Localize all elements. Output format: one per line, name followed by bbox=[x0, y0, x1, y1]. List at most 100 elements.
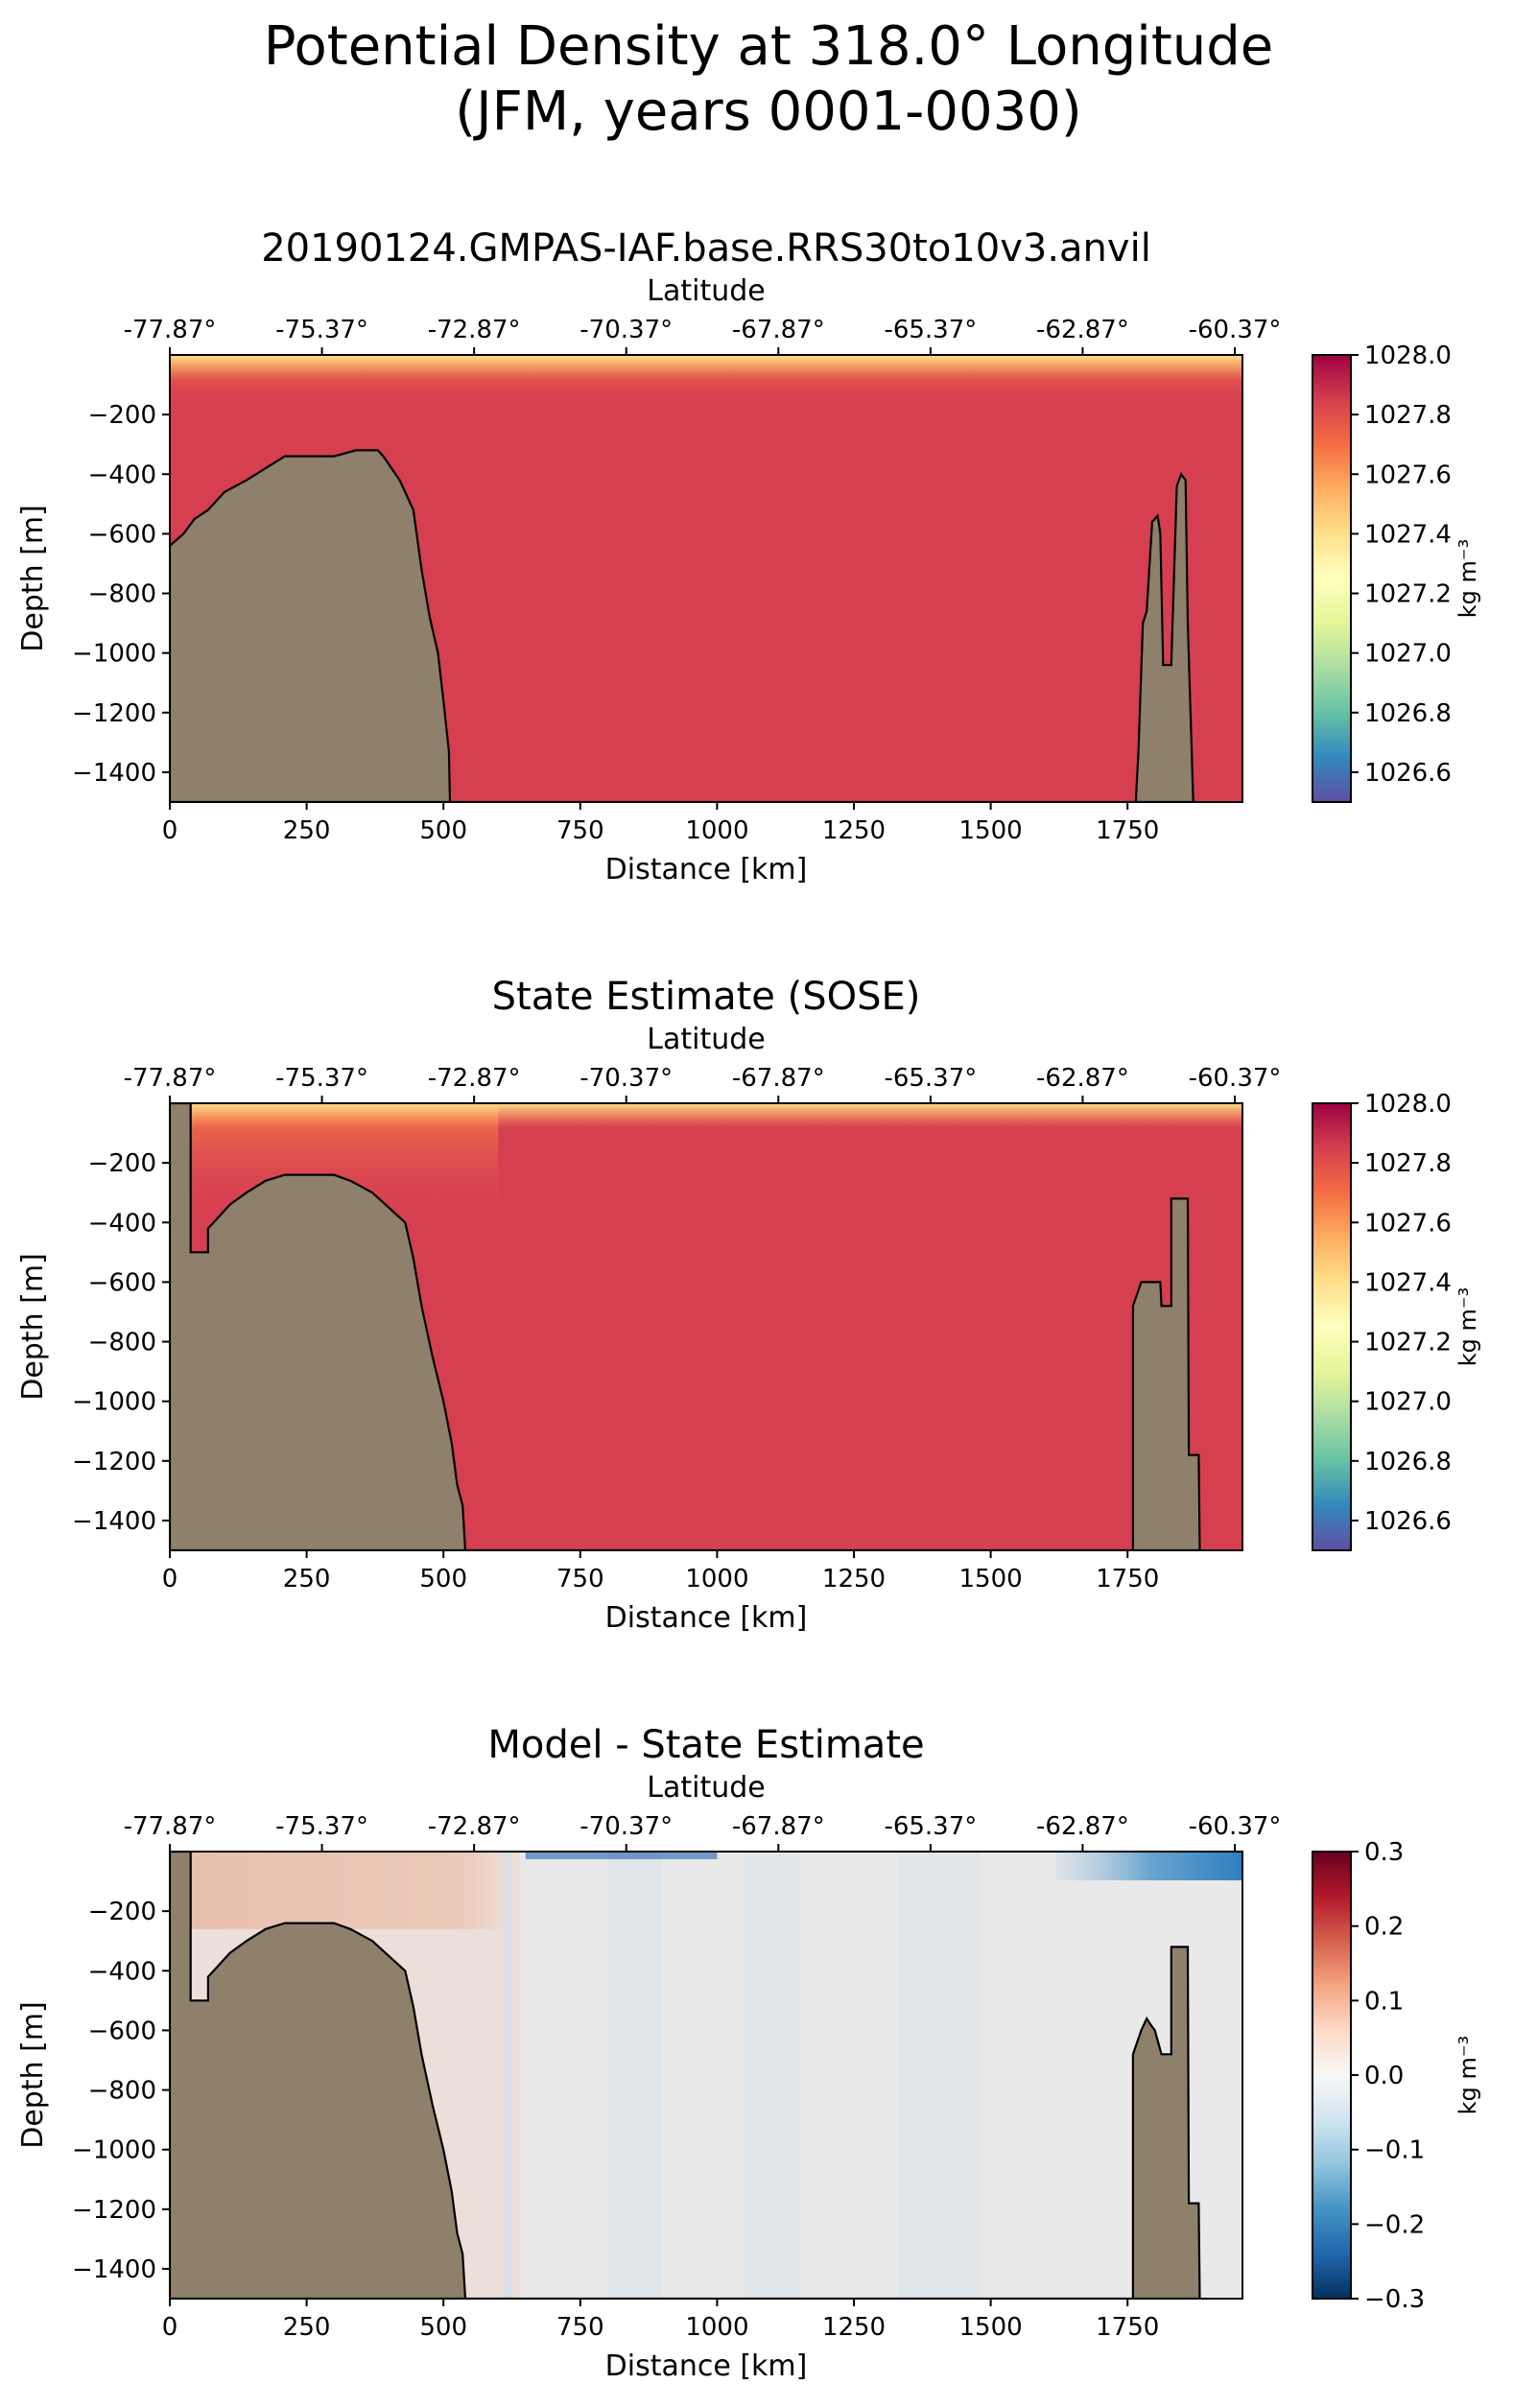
y-tick-label: −200 bbox=[88, 1149, 156, 1178]
y-tick-label: −1000 bbox=[72, 1388, 156, 1417]
top-tick-label: -70.37° bbox=[579, 1812, 673, 1841]
y-tick-label: −600 bbox=[88, 1268, 156, 1297]
top-tick-label: -60.37° bbox=[1189, 1812, 1282, 1841]
top-axis-label: Latitude bbox=[647, 1771, 765, 1805]
y-tick-label: −800 bbox=[88, 2077, 156, 2106]
colorbar-label: kg m⁻³ bbox=[1454, 2036, 1481, 2114]
top-tick-label: -70.37° bbox=[579, 316, 673, 344]
field-band-0 bbox=[607, 1852, 663, 2299]
colorbar-tick-label: 1026.6 bbox=[1364, 1507, 1452, 1536]
bathymetry-1 bbox=[170, 1103, 1201, 1550]
x-tick-label: 0 bbox=[162, 1565, 178, 1594]
x-tick-label: 500 bbox=[419, 816, 467, 845]
y-tick-label: −1200 bbox=[72, 2196, 156, 2225]
x-tick-label: 1250 bbox=[822, 2313, 886, 2342]
top-tick-label: -62.87° bbox=[1036, 316, 1129, 344]
x-tick-label: 0 bbox=[162, 816, 178, 845]
colorbar-tick-label: 1027.8 bbox=[1364, 401, 1452, 430]
y-tick-label: −600 bbox=[88, 520, 156, 549]
y-tick-label: −1400 bbox=[72, 1507, 156, 1536]
x-tick-label: 250 bbox=[283, 1565, 331, 1594]
colorbar-tick-label: 1027.2 bbox=[1364, 1329, 1452, 1357]
panel-title: 20190124.GMPAS-IAF.base.RRS30to10v3.anvi… bbox=[261, 226, 1151, 271]
top-tick-label: -65.37° bbox=[884, 316, 977, 344]
top-tick-label: -72.87° bbox=[428, 1812, 521, 1841]
top-tick-label: -62.87° bbox=[1036, 1064, 1129, 1093]
top-axis-label: Latitude bbox=[647, 1023, 765, 1056]
y-tick-label: −200 bbox=[88, 401, 156, 430]
colorbar-tick-label: 1027.0 bbox=[1364, 1388, 1452, 1417]
top-tick-label: -77.87° bbox=[124, 1812, 217, 1841]
field-1 bbox=[170, 1103, 1242, 1550]
field-surface-layer bbox=[170, 355, 1242, 380]
panel-title: State Estimate (SOSE) bbox=[492, 975, 921, 1019]
field-surface-negative bbox=[525, 1852, 718, 1859]
top-tick-label: -60.37° bbox=[1189, 316, 1282, 344]
field-band-1 bbox=[744, 1852, 799, 2299]
top-tick-label: -62.87° bbox=[1036, 1812, 1129, 1841]
top-tick-label: -65.37° bbox=[884, 1812, 977, 1841]
panel-title: Model - State Estimate bbox=[487, 1723, 924, 1767]
colorbar bbox=[1312, 1102, 1352, 1551]
top-tick-label: -60.37° bbox=[1189, 1064, 1282, 1093]
x-tick-label: 1500 bbox=[959, 2313, 1023, 2342]
y-tick-label: −1000 bbox=[72, 640, 156, 669]
x-tick-label: 750 bbox=[556, 816, 604, 845]
figure-title-line-2: (JFM, years 0001-0030) bbox=[455, 81, 1082, 143]
colorbar-tick-label: −0.3 bbox=[1364, 2285, 1425, 2314]
colorbar-label: kg m⁻³ bbox=[1454, 1287, 1481, 1366]
field-band-2 bbox=[897, 1852, 981, 2299]
colorbar-tick-label: 1027.6 bbox=[1364, 1209, 1452, 1238]
x-tick-label: 1250 bbox=[822, 1565, 886, 1594]
top-tick-label: -67.87° bbox=[732, 1064, 825, 1093]
top-tick-label: -65.37° bbox=[884, 1064, 977, 1093]
x-tick-label: 0 bbox=[162, 2313, 178, 2342]
colorbar bbox=[1312, 1851, 1352, 2300]
top-tick-label: -67.87° bbox=[732, 1812, 825, 1841]
y-tick-label: −1200 bbox=[72, 699, 156, 728]
colorbar-tick-label: 1027.0 bbox=[1364, 640, 1452, 669]
x-tick-label: 750 bbox=[556, 2313, 604, 2342]
y-axis-label: Depth [m] bbox=[16, 1253, 50, 1401]
y-tick-label: −1000 bbox=[72, 2137, 156, 2165]
axes-frame bbox=[169, 1851, 1243, 2300]
field-2 bbox=[170, 1852, 1242, 2299]
x-tick-label: 1750 bbox=[1096, 1565, 1159, 1594]
colorbar-tick-label: 1027.4 bbox=[1364, 520, 1452, 549]
y-tick-label: −600 bbox=[88, 2017, 156, 2045]
colorbar-tick-label: 0.0 bbox=[1364, 2062, 1404, 2090]
top-tick-label: -70.37° bbox=[579, 1064, 673, 1093]
x-tick-label: 250 bbox=[283, 2313, 331, 2342]
top-tick-label: -72.87° bbox=[428, 1064, 521, 1093]
x-tick-label: 1750 bbox=[1096, 816, 1159, 845]
x-tick-label: 1250 bbox=[822, 816, 886, 845]
x-tick-label: 1750 bbox=[1096, 2313, 1159, 2342]
x-tick-label: 750 bbox=[556, 1565, 604, 1594]
colorbar-tick-label: 1026.6 bbox=[1364, 759, 1452, 788]
colorbar-tick-label: 1027.4 bbox=[1364, 1268, 1452, 1297]
top-tick-label: -77.87° bbox=[124, 316, 217, 344]
y-tick-label: −1400 bbox=[72, 759, 156, 788]
field-0 bbox=[170, 355, 1242, 802]
panel-1: 20190124.GMPAS-IAF.base.RRS30to10v3.anvi… bbox=[16, 226, 1481, 886]
top-tick-label: -75.37° bbox=[275, 1064, 368, 1093]
y-tick-label: −400 bbox=[88, 1957, 156, 1986]
colorbar-tick-label: 1028.0 bbox=[1364, 342, 1452, 370]
colorbar-tick-label: −0.1 bbox=[1364, 2137, 1425, 2165]
colorbar-tick-label: 0.1 bbox=[1364, 1987, 1404, 2016]
top-tick-label: -72.87° bbox=[428, 316, 521, 344]
y-axis-label: Depth [m] bbox=[16, 2001, 50, 2149]
y-tick-label: −1200 bbox=[72, 1448, 156, 1476]
top-tick-label: -67.87° bbox=[732, 316, 825, 344]
colorbar-tick-label: 1027.6 bbox=[1364, 460, 1452, 489]
colorbar-tick-label: 1028.0 bbox=[1364, 1090, 1452, 1119]
figure-title-line-1: Potential Density at 318.0° Longitude bbox=[263, 15, 1274, 78]
y-tick-label: −1400 bbox=[72, 2255, 156, 2284]
x-tick-label: 500 bbox=[419, 1565, 467, 1594]
axes-frame bbox=[169, 354, 1243, 803]
colorbar-tick-label: 1026.8 bbox=[1364, 699, 1452, 728]
x-tick-label: 1500 bbox=[959, 1565, 1023, 1594]
y-axis-label: Depth [m] bbox=[16, 505, 50, 652]
colorbar-tick-label: 1027.2 bbox=[1364, 580, 1452, 609]
colorbar-tick-label: −0.2 bbox=[1364, 2210, 1425, 2239]
